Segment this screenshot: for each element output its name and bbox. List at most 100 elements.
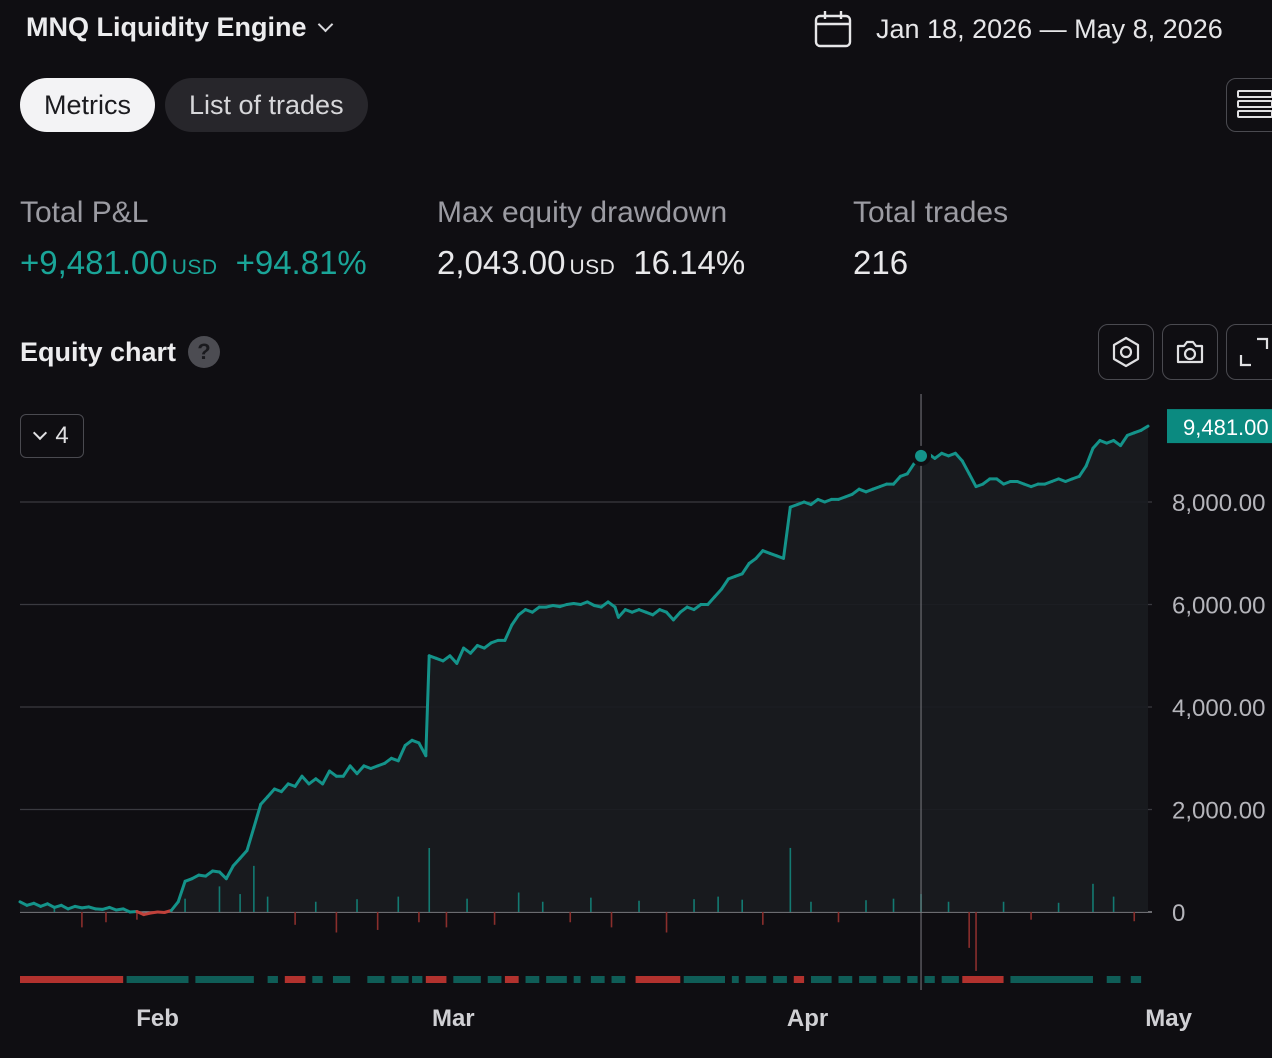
help-icon[interactable]: ? — [188, 336, 221, 368]
trade-strip-loss — [20, 976, 124, 983]
trade-strip-win — [525, 976, 540, 983]
equity-line-segment — [231, 856, 242, 868]
equity-line-segment — [348, 764, 359, 776]
strategy-name: MNQ Liquidity Engine — [26, 12, 307, 42]
trade-strip-win — [683, 976, 725, 983]
equity-line-segment — [448, 654, 459, 665]
equity-line-segment — [341, 764, 352, 778]
trade-strip-win — [412, 976, 423, 983]
equity-line-segment — [905, 462, 916, 476]
equity-line-segment — [503, 623, 514, 642]
menu-icon — [1237, 90, 1272, 118]
trade-strip-win — [1010, 976, 1093, 983]
x-tick-label: Mar — [432, 1005, 475, 1032]
trade-strip-win — [941, 976, 959, 983]
metric-label: Total trades — [853, 196, 1009, 229]
equity-line-segment — [321, 769, 331, 786]
fullscreen-button[interactable] — [1226, 324, 1272, 380]
equity-line-segment — [224, 864, 235, 881]
metric-unit: USD — [171, 256, 218, 279]
equity-line-segment — [1077, 464, 1088, 478]
metric-unit: USD — [569, 256, 616, 279]
equity-line-segment — [469, 644, 479, 655]
equity-line-segment — [967, 472, 978, 489]
trade-strip-win — [1130, 976, 1142, 983]
equity-line-segment — [720, 577, 730, 591]
equity-line-segment — [355, 764, 366, 776]
metric-percent: 16.14% — [633, 244, 746, 281]
camera-icon — [1176, 340, 1204, 364]
metric-value: +9,481.00 — [20, 244, 168, 281]
equity-line-segment — [424, 654, 431, 758]
trade-strip-loss — [284, 976, 306, 983]
equity-line-segment — [740, 562, 751, 576]
last-value-label: 9,481.00 — [1183, 415, 1269, 440]
settings-icon — [1112, 336, 1140, 368]
equity-line-segment — [1091, 439, 1102, 450]
y-tick-label: 4,000.00 — [1172, 695, 1265, 722]
screenshot-button[interactable] — [1162, 324, 1218, 380]
chart-settings-button[interactable] — [1098, 324, 1154, 380]
y-tick-label: 0 — [1172, 900, 1185, 927]
strategy-selector[interactable]: MNQ Liquidity Engine — [26, 12, 334, 43]
trade-strip-win — [611, 976, 626, 983]
trade-strip-win — [745, 976, 767, 983]
tab-list-of-trades[interactable]: List of trades — [165, 78, 368, 132]
expand-icon — [1239, 337, 1269, 367]
last-value-badge — [1167, 409, 1272, 444]
trade-strip-win — [487, 976, 502, 983]
trade-strip-win — [391, 976, 409, 983]
equity-line-segment — [510, 613, 521, 627]
collapse-toggle[interactable]: 4 — [20, 414, 84, 458]
menu-button[interactable] — [1226, 78, 1272, 132]
equity-chart[interactable]: 0 2,000.00 4,000.00 6,000.00 8,000.00 9,481.0… — [0, 390, 1272, 1058]
metric-value: 2,043.00 — [437, 244, 566, 281]
metric-value: 216 — [853, 244, 909, 281]
equity-line-segment — [266, 787, 276, 799]
trade-strip-loss — [425, 976, 447, 983]
equity-line-segment — [300, 774, 311, 786]
equity-chart-header: Equity chart ? — [20, 336, 221, 368]
trade-strip-win — [332, 976, 351, 983]
equity-line-segment — [259, 795, 270, 806]
equity-line-segment — [953, 451, 964, 463]
trade-strip-win — [924, 976, 935, 983]
trade-strip-win — [267, 976, 278, 983]
trade-strip-win — [195, 976, 254, 983]
equity-line-segment — [245, 825, 256, 852]
equity-line-segment — [665, 610, 675, 622]
equity-line-segment — [960, 459, 971, 476]
y-tick-label: 2,000.00 — [1172, 798, 1265, 825]
equity-line-segment — [613, 605, 620, 619]
tab-bar: Metrics List of trades — [20, 78, 368, 132]
metric-max-drawdown: Max equity drawdown 2,043.00 USD 16.14% — [437, 196, 745, 282]
date-range-text: Jan 18, 2026 — May 8, 2026 — [876, 13, 1223, 44]
tab-metrics[interactable]: Metrics — [20, 78, 155, 132]
calendar-icon — [814, 11, 852, 48]
equity-line-segment — [169, 900, 180, 912]
trade-strip-win — [367, 976, 385, 983]
equity-line-segment — [616, 608, 627, 619]
trade-strip-loss — [504, 976, 519, 983]
trade-strip-win — [573, 976, 581, 983]
trade-strip-win — [731, 976, 739, 983]
trade-strip-win — [810, 976, 832, 983]
metric-label: Total P&L — [20, 196, 149, 229]
equity-line-segment — [396, 743, 407, 763]
trade-strip-win — [883, 976, 901, 983]
trade-strip-win — [453, 976, 481, 983]
equity-line-segment — [782, 505, 792, 560]
trade-strip-loss — [962, 976, 1004, 983]
equity-line-segment — [176, 879, 187, 904]
metric-total-trades: Total trades 216 — [853, 196, 1008, 282]
metric-label: Max equity drawdown — [437, 196, 728, 229]
equity-line-segment — [1119, 433, 1129, 448]
x-tick-label: May — [1145, 1005, 1192, 1032]
date-range-picker[interactable]: Jan 18, 2026 — May 8, 2026 — [814, 10, 1223, 48]
trade-strip-win — [126, 976, 189, 983]
equity-area — [20, 426, 1148, 912]
trade-strip-loss — [635, 976, 681, 983]
equity-line-segment — [252, 802, 263, 829]
metric-percent: +94.81% — [235, 244, 367, 281]
equity-line-segment — [293, 774, 304, 788]
